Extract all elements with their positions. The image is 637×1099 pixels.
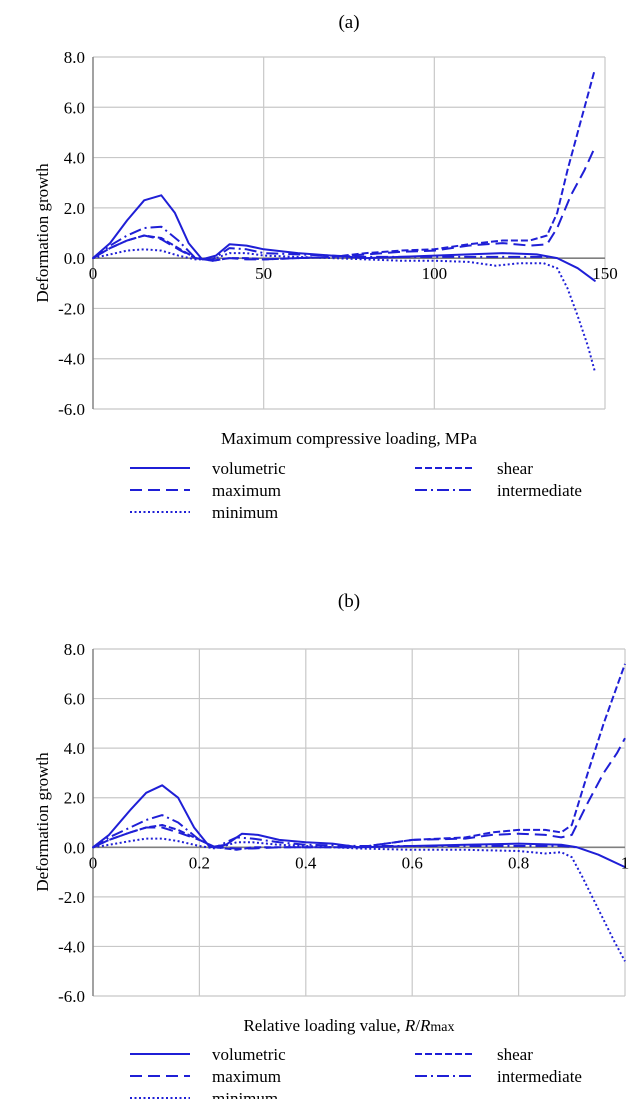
panel-a-x-axis-label: Maximum compressive loading, MPa (221, 429, 477, 448)
y-tick-label-5: 4.0 (64, 739, 85, 758)
panel-b-x-axis-label: Relative loading value, R/Rmax (243, 1016, 454, 1035)
panel-a-series (92, 69, 596, 372)
series-line-volumetric (92, 784, 626, 869)
x-tick-label-3: 0.6 (402, 853, 423, 872)
panel-b-label: (b) (338, 591, 360, 612)
series-line-maximum (92, 737, 626, 850)
legend-label-maximum: maximum (212, 1067, 281, 1086)
chart-panel-a: (a) -6.0 -4.0 -2.0 0.0 2.0 4.0 6.0 8.0 0 50 100 150… (33, 12, 618, 522)
x-label-slash: / (415, 1016, 420, 1035)
legend-label-maximum: maximum (212, 481, 281, 500)
legend-label-minimum: minimum (212, 503, 278, 522)
panel-b-y-axis-label: Deformation growth (33, 752, 52, 892)
y-tick-label-5: 4.0 (64, 149, 85, 168)
legend-label-volumetric: volumetric (212, 1045, 286, 1064)
y-tick-label-0: -6.0 (58, 987, 85, 1006)
series-line-maximum (92, 147, 596, 262)
y-tick-label-7: 8.0 (64, 640, 85, 659)
legend-label-shear: shear (497, 1045, 533, 1064)
legend-label-intermediate: intermediate (497, 1067, 582, 1086)
y-tick-label-2: -2.0 (58, 888, 85, 907)
x-label-rmax-sub: max (430, 1020, 454, 1035)
y-tick-label-4: 2.0 (64, 199, 85, 218)
panel-b-legend: volumetric shear maximum intermediate minimu… (130, 1045, 582, 1099)
legend-label-volumetric: volumetric (212, 459, 286, 478)
x-label-prefix: Relative loading value, (243, 1016, 404, 1035)
y-tick-label-3: 0.0 (64, 838, 85, 857)
panel-b-tick-labels: -6.0 -4.0 -2.0 0.0 2.0 4.0 6.0 8.0 0 0.2 0.4 0.6 0.8… (58, 640, 629, 1006)
y-tick-label-4: 2.0 (64, 789, 85, 808)
series-line-shear (92, 69, 596, 262)
x-tick-label-2: 0.4 (295, 853, 317, 872)
y-tick-label-6: 6.0 (64, 690, 85, 709)
panel-a-label: (a) (338, 12, 359, 33)
panel-b-series (92, 663, 626, 962)
series-line-intermediate (92, 814, 578, 849)
y-tick-label-6: 6.0 (64, 98, 85, 117)
y-tick-label-7: 8.0 (64, 48, 85, 67)
series-line-minimum (92, 248, 596, 372)
y-tick-label-2: -2.0 (58, 299, 85, 318)
y-tick-label-1: -4.0 (58, 937, 85, 956)
series-line-volumetric (92, 194, 596, 282)
series-line-minimum (92, 837, 626, 962)
x-tick-label-2: 100 (422, 264, 448, 283)
x-tick-label-0: 0 (89, 264, 98, 283)
y-tick-label-3: 0.0 (64, 249, 85, 268)
panel-a-legend: volumetric shear maximum intermediate minimu… (130, 459, 582, 522)
legend-label-minimum: minimum (212, 1089, 278, 1099)
legend-label-intermediate: intermediate (497, 481, 582, 500)
legend-label-shear: shear (497, 459, 533, 478)
x-label-r: R (404, 1016, 416, 1035)
x-tick-label-5: 1 (621, 853, 630, 872)
panel-a-grid (92, 56, 606, 410)
series-line-shear (92, 663, 626, 851)
x-tick-label-0: 0 (89, 853, 98, 872)
y-tick-label-1: -4.0 (58, 350, 85, 369)
panel-a-tick-labels: -6.0 -4.0 -2.0 0.0 2.0 4.0 6.0 8.0 0 50 100 150 (58, 48, 618, 419)
x-tick-label-4: 0.8 (508, 853, 529, 872)
x-label-rmax-r: R (419, 1016, 431, 1035)
series-line-intermediate (92, 225, 551, 261)
y-tick-label-0: -6.0 (58, 400, 85, 419)
x-tick-label-1: 0.2 (189, 853, 210, 872)
panel-a-y-axis-label: Deformation growth (33, 163, 52, 303)
x-tick-label-3: 150 (592, 264, 618, 283)
panel-b-grid (92, 648, 626, 997)
chart-panel-b: (b) -6.0 -4.0 -2.0 0.0 2.0 4.0 6.0 8.0 0 0.2 0.4 0.… (33, 591, 629, 1099)
x-tick-label-1: 50 (255, 264, 272, 283)
